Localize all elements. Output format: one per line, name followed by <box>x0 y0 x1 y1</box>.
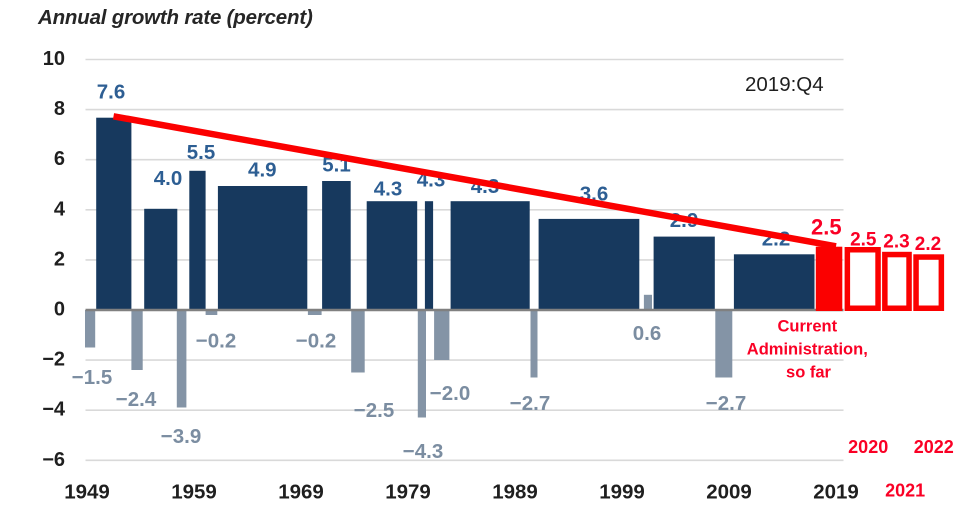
svg-text:so far: so far <box>786 363 832 381</box>
svg-text:−2.0: −2.0 <box>430 382 470 405</box>
svg-text:2019:Q4: 2019:Q4 <box>745 73 824 96</box>
svg-text:2.2: 2.2 <box>915 234 941 255</box>
svg-text:−2: −2 <box>42 349 65 371</box>
svg-text:2021: 2021 <box>885 480 925 500</box>
svg-text:−2.7: −2.7 <box>706 392 746 415</box>
svg-text:2.5: 2.5 <box>850 230 877 251</box>
svg-text:6: 6 <box>54 148 65 170</box>
svg-text:1969: 1969 <box>278 481 324 504</box>
svg-text:−3.9: −3.9 <box>161 425 201 448</box>
svg-text:−2.7: −2.7 <box>510 392 550 415</box>
svg-text:−2.4: −2.4 <box>116 388 157 411</box>
svg-text:2020: 2020 <box>848 437 888 457</box>
svg-text:5.5: 5.5 <box>187 141 216 164</box>
svg-text:2009: 2009 <box>706 481 752 504</box>
svg-text:4.0: 4.0 <box>154 167 183 190</box>
svg-text:8: 8 <box>54 98 65 120</box>
svg-text:2022: 2022 <box>914 437 954 457</box>
svg-text:−6: −6 <box>42 449 65 471</box>
svg-text:Current: Current <box>778 318 838 336</box>
svg-text:0.6: 0.6 <box>633 322 662 345</box>
svg-text:−0.2: −0.2 <box>296 330 336 353</box>
svg-text:2.3: 2.3 <box>883 232 909 253</box>
svg-text:2.5: 2.5 <box>811 215 842 240</box>
svg-text:−1.5: −1.5 <box>72 366 112 389</box>
svg-text:−4: −4 <box>42 399 66 421</box>
svg-text:1959: 1959 <box>171 481 217 504</box>
svg-text:−4.3: −4.3 <box>403 440 443 463</box>
svg-text:1989: 1989 <box>492 481 538 504</box>
svg-text:4.9: 4.9 <box>248 159 277 182</box>
svg-text:10: 10 <box>43 48 65 70</box>
svg-text:1999: 1999 <box>599 481 645 504</box>
svg-text:4: 4 <box>54 198 66 220</box>
svg-text:2: 2 <box>54 248 65 270</box>
svg-text:2019: 2019 <box>813 481 859 504</box>
svg-text:1979: 1979 <box>385 481 431 504</box>
svg-text:Administration,: Administration, <box>747 341 868 359</box>
svg-text:−2.5: −2.5 <box>354 399 394 422</box>
svg-text:0: 0 <box>54 299 65 321</box>
svg-text:Annual growth rate (percent): Annual growth rate (percent) <box>37 6 313 29</box>
svg-text:−0.2: −0.2 <box>196 330 236 353</box>
svg-text:7.6: 7.6 <box>97 81 126 104</box>
svg-text:1949: 1949 <box>64 481 110 504</box>
svg-text:4.3: 4.3 <box>374 178 403 201</box>
